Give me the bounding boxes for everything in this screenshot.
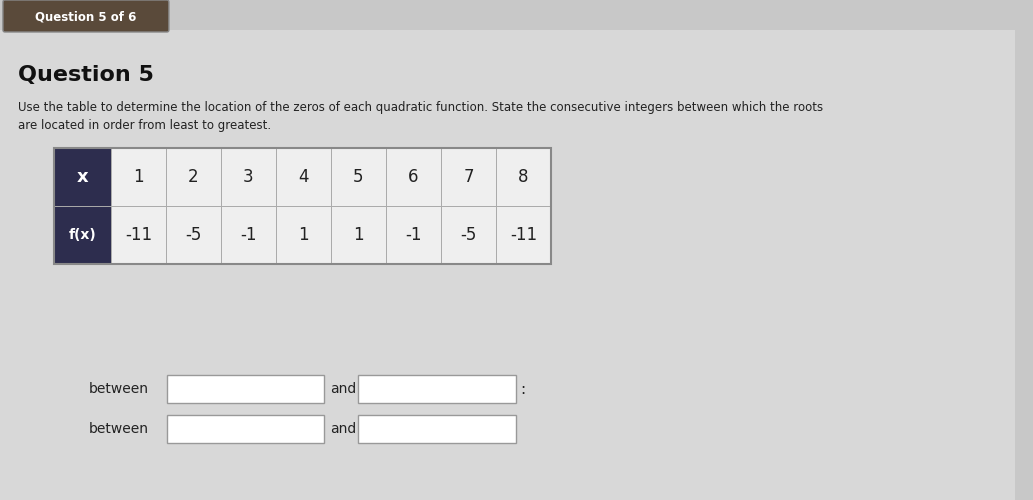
Bar (331, 206, 386, 264)
Text: -5: -5 (185, 226, 201, 244)
Text: 5: 5 (353, 168, 364, 186)
Text: -5: -5 (461, 226, 476, 244)
Bar (276, 148, 331, 206)
Text: Question 5: Question 5 (18, 65, 154, 85)
Text: x: x (76, 168, 88, 186)
Text: 1: 1 (353, 226, 364, 244)
Text: 6: 6 (408, 168, 418, 186)
Bar (496, 206, 551, 264)
Text: -1: -1 (241, 226, 257, 244)
Bar (167, 375, 324, 403)
Text: 2: 2 (188, 168, 198, 186)
Bar (111, 148, 166, 206)
Bar (331, 148, 386, 206)
Bar (441, 206, 496, 264)
Bar (54, 206, 111, 264)
Bar (111, 206, 166, 264)
Text: Question 5 of 6: Question 5 of 6 (35, 10, 136, 24)
Bar (167, 415, 324, 443)
Bar (166, 148, 221, 206)
Bar (276, 206, 331, 264)
Bar (496, 148, 551, 206)
Bar (54, 148, 111, 206)
Bar (358, 375, 515, 403)
Text: and: and (330, 422, 356, 436)
Text: 1: 1 (133, 168, 144, 186)
Bar (166, 206, 221, 264)
Text: -11: -11 (510, 226, 537, 244)
Bar (386, 148, 441, 206)
Bar (221, 206, 276, 264)
Text: and: and (330, 382, 356, 396)
Bar (54, 148, 551, 264)
Text: 3: 3 (243, 168, 254, 186)
Text: 1: 1 (299, 226, 309, 244)
Bar (358, 415, 515, 443)
Text: between: between (89, 422, 149, 436)
Text: are located in order from least to greatest.: are located in order from least to great… (18, 120, 271, 132)
Text: f(x): f(x) (68, 228, 96, 242)
Bar (386, 206, 441, 264)
FancyBboxPatch shape (3, 0, 169, 32)
Text: -11: -11 (125, 226, 152, 244)
Bar (221, 148, 276, 206)
Text: 4: 4 (299, 168, 309, 186)
Text: 8: 8 (519, 168, 529, 186)
Text: -1: -1 (405, 226, 421, 244)
Text: 7: 7 (463, 168, 474, 186)
Bar (441, 148, 496, 206)
Text: Use the table to determine the location of the zeros of each quadratic function.: Use the table to determine the location … (18, 102, 823, 114)
Text: :: : (521, 382, 526, 396)
Text: between: between (89, 382, 149, 396)
